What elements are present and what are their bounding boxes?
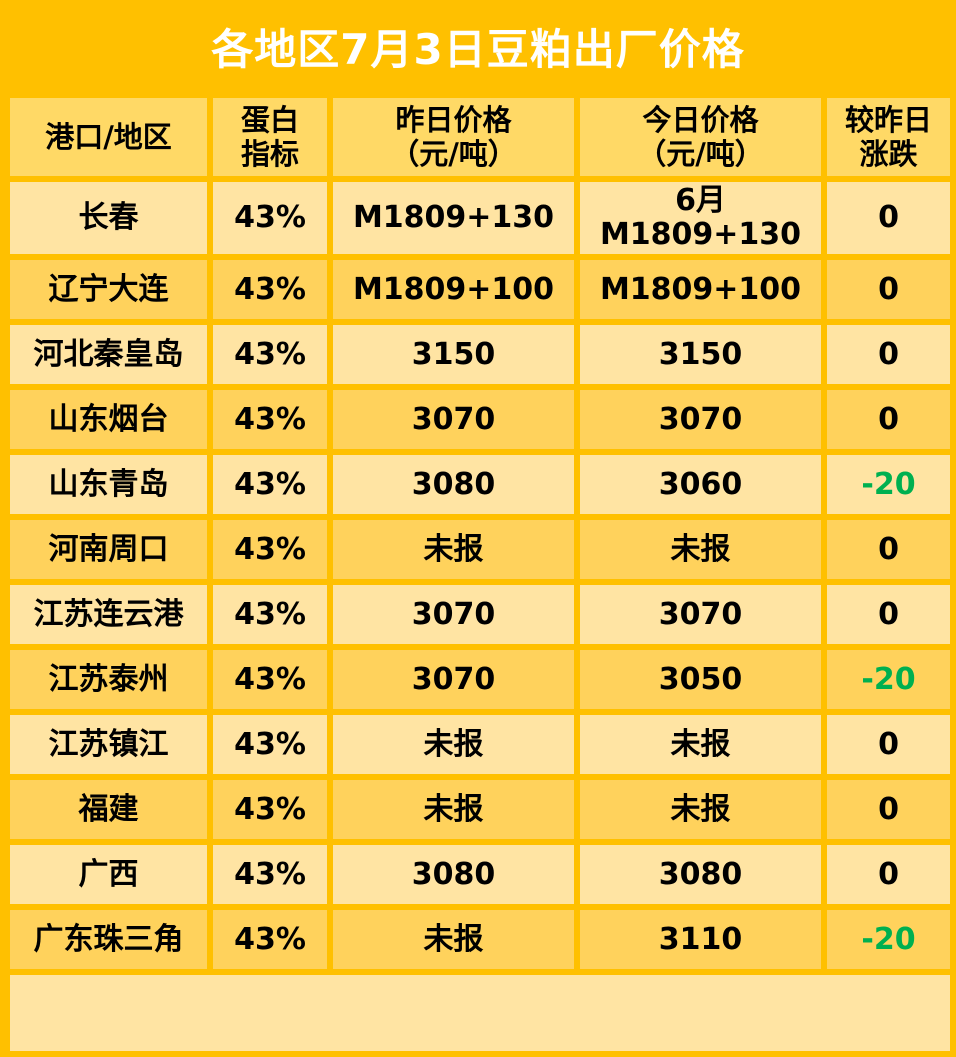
header-protein-line1: 蛋白 [240, 103, 299, 137]
header-yesterday-line2: （元/吨） [390, 137, 517, 171]
table-row: 广东珠三角 43% 未报 3110 -20 [10, 910, 950, 969]
cell-yesterday: 3070 [333, 390, 574, 449]
cell-protein: 43% [213, 182, 327, 254]
cell-today: 3070 [580, 585, 821, 644]
header-region: 港口/地区 [10, 98, 207, 176]
cell-today: 3060 [580, 455, 821, 514]
cell-today: 未报 [580, 715, 821, 774]
cell-today: 3070 [580, 390, 821, 449]
cell-today-line1: 6月 [675, 183, 726, 218]
cell-yesterday: M1809+100 [333, 260, 574, 319]
cell-today: 3150 [580, 325, 821, 384]
cell-yesterday: 3080 [333, 845, 574, 904]
cell-yesterday: 未报 [333, 910, 574, 969]
empty-footer-cell [10, 975, 950, 1051]
cell-change: 0 [827, 260, 950, 319]
cell-change-negative: -20 [827, 910, 950, 969]
cell-yesterday: 3080 [333, 455, 574, 514]
cell-yesterday: 3070 [333, 585, 574, 644]
cell-protein: 43% [213, 845, 327, 904]
cell-region: 长春 [10, 182, 207, 254]
cell-yesterday: M1809+130 [333, 182, 574, 254]
cell-yesterday: 未报 [333, 520, 574, 579]
cell-today-line2: M1809+130 [599, 217, 802, 252]
header-protein: 蛋白 指标 [213, 98, 327, 176]
cell-change: 0 [827, 780, 950, 839]
cell-yesterday: 3070 [333, 650, 574, 709]
table-row: 长春 43% M1809+130 6月 M1809+130 0 [10, 182, 950, 254]
cell-yesterday: 3150 [333, 325, 574, 384]
cell-region: 山东青岛 [10, 455, 207, 514]
cell-today: 6月 M1809+130 [580, 182, 821, 254]
header-today-line1: 今日价格 [642, 103, 759, 137]
cell-protein: 43% [213, 910, 327, 969]
cell-protein: 43% [213, 650, 327, 709]
cell-change: 0 [827, 182, 950, 254]
cell-today: M1809+100 [580, 260, 821, 319]
cell-yesterday: 未报 [333, 715, 574, 774]
table-row: 福建 43% 未报 未报 0 [10, 780, 950, 839]
table-row: 广西 43% 3080 3080 0 [10, 845, 950, 904]
cell-protein: 43% [213, 455, 327, 514]
cell-protein: 43% [213, 585, 327, 644]
header-change-line2: 涨跌 [859, 137, 918, 171]
header-today-price: 今日价格 （元/吨） [580, 98, 821, 176]
table-row: 山东烟台 43% 3070 3070 0 [10, 390, 950, 449]
table-row: 河北秦皇岛 43% 3150 3150 0 [10, 325, 950, 384]
header-yesterday-price: 昨日价格 （元/吨） [333, 98, 574, 176]
page-title: 各地区7月3日豆粕出厂价格 [211, 24, 745, 74]
cell-protein: 43% [213, 715, 327, 774]
cell-change: 0 [827, 585, 950, 644]
cell-yesterday: 未报 [333, 780, 574, 839]
cell-region: 广西 [10, 845, 207, 904]
cell-today: 3080 [580, 845, 821, 904]
table-row: 江苏连云港 43% 3070 3070 0 [10, 585, 950, 644]
header-today-line2: （元/吨） [637, 137, 764, 171]
cell-region: 江苏镇江 [10, 715, 207, 774]
table-row: 江苏镇江 43% 未报 未报 0 [10, 715, 950, 774]
cell-today: 未报 [580, 520, 821, 579]
cell-region: 辽宁大连 [10, 260, 207, 319]
cell-protein: 43% [213, 325, 327, 384]
cell-region: 河北秦皇岛 [10, 325, 207, 384]
cell-change: 0 [827, 520, 950, 579]
table-row: 河南周口 43% 未报 未报 0 [10, 520, 950, 579]
cell-change: 0 [827, 325, 950, 384]
table-row: 山东青岛 43% 3080 3060 -20 [10, 455, 950, 514]
table-header-row: 港口/地区 蛋白 指标 昨日价格 （元/吨） 今日价格 （元/吨） 较昨日 涨跌 [10, 98, 950, 176]
cell-protein: 43% [213, 260, 327, 319]
cell-today: 未报 [580, 780, 821, 839]
cell-region: 江苏泰州 [10, 650, 207, 709]
cell-region: 广东珠三角 [10, 910, 207, 969]
cell-protein: 43% [213, 520, 327, 579]
cell-change: 0 [827, 390, 950, 449]
table-row: 江苏泰州 43% 3070 3050 -20 [10, 650, 950, 709]
cell-region: 山东烟台 [10, 390, 207, 449]
header-change: 较昨日 涨跌 [827, 98, 950, 176]
price-table: 港口/地区 蛋白 指标 昨日价格 （元/吨） 今日价格 （元/吨） 较昨日 涨跌 [4, 92, 956, 1057]
cell-region: 河南周口 [10, 520, 207, 579]
cell-protein: 43% [213, 390, 327, 449]
cell-change: 0 [827, 715, 950, 774]
cell-protein: 43% [213, 780, 327, 839]
header-change-line1: 较昨日 [844, 103, 932, 137]
cell-today: 3050 [580, 650, 821, 709]
header-protein-line2: 指标 [240, 137, 299, 171]
header-yesterday-line1: 昨日价格 [395, 103, 512, 137]
table-row: 辽宁大连 43% M1809+100 M1809+100 0 [10, 260, 950, 319]
cell-region: 江苏连云港 [10, 585, 207, 644]
cell-change-negative: -20 [827, 650, 950, 709]
cell-change: 0 [827, 845, 950, 904]
table-empty-row [10, 975, 950, 1051]
cell-region: 福建 [10, 780, 207, 839]
cell-change-negative: -20 [827, 455, 950, 514]
cell-today: 3110 [580, 910, 821, 969]
